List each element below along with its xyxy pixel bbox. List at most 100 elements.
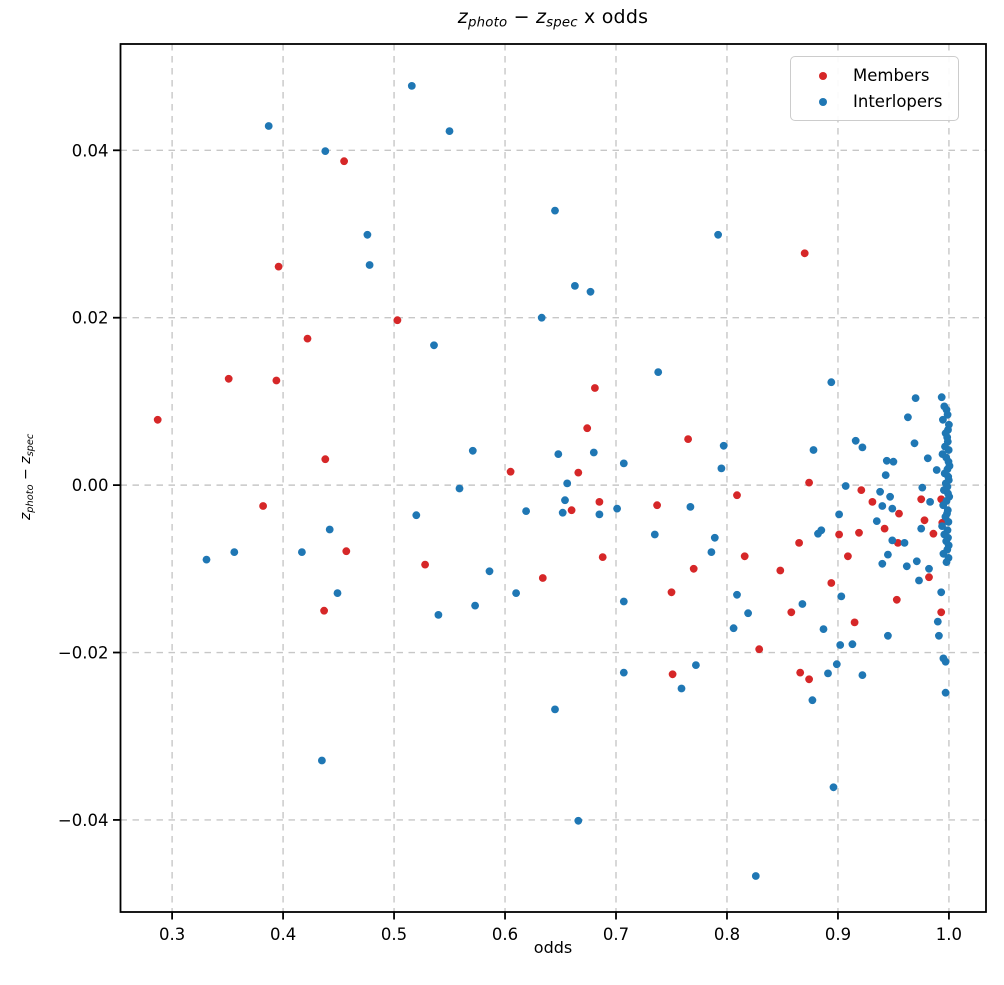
x-tick-label: 0.4 bbox=[270, 925, 296, 944]
member-point bbox=[796, 668, 805, 677]
interloper-point bbox=[858, 443, 867, 452]
interloper-point bbox=[808, 696, 817, 705]
member-point bbox=[844, 552, 852, 561]
interloper-point bbox=[586, 287, 595, 296]
interloper-point bbox=[827, 378, 836, 387]
interloper-point bbox=[910, 439, 919, 448]
interloper-point bbox=[848, 640, 857, 649]
interloper-point bbox=[365, 261, 374, 269]
interloper-point bbox=[935, 631, 943, 640]
y-tick-label: 0.04 bbox=[72, 141, 109, 160]
interloper-point bbox=[719, 441, 728, 450]
interloper-point bbox=[858, 671, 867, 679]
interloper-point bbox=[654, 368, 663, 376]
member-point bbox=[857, 486, 866, 494]
interloper-point bbox=[551, 705, 559, 714]
member-point bbox=[272, 376, 281, 385]
members-dot-icon bbox=[819, 71, 827, 80]
member-point bbox=[342, 547, 351, 556]
interloper-point bbox=[710, 533, 719, 542]
interloper-point bbox=[230, 548, 239, 556]
interloper-point bbox=[882, 456, 891, 465]
member-point bbox=[538, 574, 547, 582]
interloper-point bbox=[430, 341, 438, 350]
member-point bbox=[835, 530, 843, 539]
interloper-point bbox=[941, 657, 950, 666]
interloper-point bbox=[841, 482, 850, 490]
member-point bbox=[684, 435, 692, 443]
label-segment: z bbox=[18, 512, 35, 521]
label-segment: − bbox=[18, 463, 35, 485]
member-point bbox=[733, 491, 741, 500]
member-point bbox=[393, 316, 402, 325]
member-point bbox=[925, 573, 933, 582]
member-point bbox=[805, 675, 813, 684]
interloper-point bbox=[900, 539, 909, 547]
member-point bbox=[421, 560, 429, 569]
interloper-point bbox=[819, 625, 828, 633]
interloper-point bbox=[554, 450, 563, 458]
interloper-point bbox=[814, 529, 822, 538]
member-point bbox=[689, 564, 698, 573]
interloper-point bbox=[836, 641, 845, 649]
member-point bbox=[153, 415, 162, 424]
label-segment: − bbox=[507, 6, 536, 28]
member-point bbox=[653, 501, 661, 510]
interloper-point bbox=[944, 446, 953, 454]
interloper-point bbox=[941, 688, 950, 697]
interloper-point bbox=[904, 413, 912, 422]
member-point bbox=[591, 384, 599, 392]
interloper-point bbox=[589, 448, 598, 457]
interloper-point bbox=[485, 567, 494, 576]
x-tick-label: 0.5 bbox=[381, 925, 407, 944]
interloper-point bbox=[318, 756, 326, 765]
x-tick-label: 0.8 bbox=[714, 925, 740, 944]
interloper-point bbox=[537, 313, 546, 322]
interloper-point bbox=[881, 471, 890, 479]
interloper-point bbox=[434, 611, 443, 619]
interloper-point bbox=[471, 601, 479, 610]
interloper-point bbox=[714, 230, 722, 239]
interloper-point bbox=[837, 592, 846, 601]
member-point bbox=[895, 509, 903, 518]
interloper-point bbox=[884, 550, 892, 559]
legend: Members Interlopers bbox=[790, 56, 960, 121]
y-tick-label: 0.02 bbox=[72, 309, 109, 328]
interloper-point bbox=[937, 588, 946, 597]
label-segment: spec bbox=[24, 433, 36, 457]
y-tick-label: −0.04 bbox=[58, 811, 109, 830]
interloper-point bbox=[468, 446, 477, 455]
interloper-point bbox=[944, 518, 953, 526]
x-tick-label: 0.6 bbox=[492, 925, 518, 944]
member-point bbox=[668, 670, 677, 679]
member-point bbox=[259, 502, 267, 510]
interloper-point bbox=[619, 597, 628, 606]
interloper-point bbox=[512, 589, 520, 597]
interloper-point bbox=[298, 548, 306, 556]
interloper-point bbox=[932, 466, 941, 474]
interlopers-dot-icon bbox=[819, 97, 827, 106]
member-point bbox=[303, 334, 312, 343]
legend-row-members: Members bbox=[805, 66, 942, 85]
legend-row-interlopers: Interlopers bbox=[805, 92, 942, 111]
y-tick-label: −0.02 bbox=[58, 644, 109, 663]
interloper-point bbox=[686, 503, 695, 511]
interloper-point bbox=[563, 479, 572, 488]
chart-title: zphoto − zspec x odds bbox=[120, 6, 986, 31]
member-point bbox=[800, 249, 809, 258]
member-point bbox=[880, 524, 889, 533]
interloper-point bbox=[677, 684, 686, 693]
label-segment: photo bbox=[467, 15, 508, 31]
interloper-point bbox=[926, 498, 934, 506]
x-tick-label: 0.9 bbox=[825, 925, 851, 944]
interloper-point bbox=[650, 530, 659, 539]
interloper-point bbox=[363, 230, 372, 239]
y-tick-label: 0.00 bbox=[72, 476, 109, 495]
y-axis-label: zphoto − zspec bbox=[18, 377, 36, 577]
label-segment: spec bbox=[546, 15, 578, 31]
interloper-point bbox=[923, 454, 932, 463]
interloper-point bbox=[325, 525, 334, 534]
interloper-point bbox=[445, 127, 454, 135]
x-tick-label: 0.7 bbox=[603, 925, 629, 944]
